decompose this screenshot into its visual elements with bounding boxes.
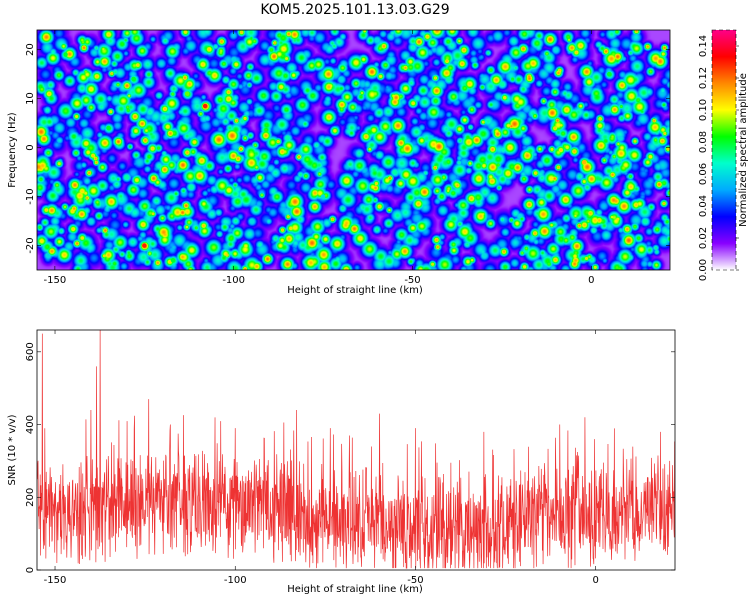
- heatmap-hotspot: [249, 218, 254, 224]
- heatmap-y-ticks: -20 -10 0 10 20: [25, 43, 670, 254]
- heatmap-x-label: Height of straight line (km): [287, 285, 423, 296]
- heatmap-hotspot: [320, 194, 326, 199]
- heatmap-hotspot: [642, 218, 648, 224]
- heatmap-hotspot: [106, 125, 111, 131]
- heatmap-hotspot: [338, 76, 344, 82]
- snr-x-label: Height of straight line (km): [287, 584, 423, 595]
- heatmap-hotspot: [88, 218, 93, 224]
- heatmap-hotspot: [499, 81, 505, 87]
- heatmap-hotspot: [617, 135, 623, 140]
- chart-title: KOM5.2025.101.13.03.G29: [260, 2, 449, 18]
- y-tick-label: 0: [25, 567, 36, 573]
- x-tick-label: 0: [593, 575, 599, 586]
- heatmap-hotspot: [607, 71, 612, 77]
- heatmap-hotspot: [131, 76, 136, 82]
- snr-series-line: [37, 330, 675, 569]
- x-tick-label: -100: [222, 275, 245, 286]
- colorbar: 0.00 0.02 0.04 0.06 0.08 0.10 0.12 0.14 Normali…: [698, 29, 749, 281]
- colorbar-tick-label: 0.12: [698, 67, 709, 89]
- heatmap-hotspot: [446, 76, 451, 82]
- heatmap-hotspot: [202, 103, 208, 109]
- colorbar-tick-label: 0.04: [698, 195, 709, 217]
- x-tick-label: -150: [44, 575, 67, 586]
- y-tick-label: -10: [25, 188, 36, 204]
- heatmap-hotspot: [581, 160, 587, 165]
- colorbar-tick-label: 0.10: [698, 99, 709, 121]
- heatmap-hotspot: [553, 47, 558, 52]
- heatmap-hotspot: [392, 169, 397, 175]
- heatmap-hotspot: [170, 258, 176, 263]
- colorbar-ticks: 0.00 0.02 0.04 0.06 0.08 0.10 0.12 0.14: [698, 35, 739, 281]
- colorbar-label: Normalized spectral amplitude: [738, 73, 749, 227]
- snr-y-ticks: 0 200 400 600: [25, 342, 675, 573]
- y-tick-label: 400: [25, 415, 36, 434]
- colorbar-tick-label: 0.08: [698, 131, 709, 153]
- snr-panel: -150 -100 -50 0 0 200 400 600 Height of straig…: [7, 329, 676, 595]
- heatmap-hotspot: [517, 213, 522, 219]
- colorbar-tick-label: 0.06: [698, 163, 709, 185]
- x-tick-label: -100: [224, 575, 247, 586]
- colorbar-gradient: [712, 30, 736, 270]
- colorbar-tick-label: 0.00: [698, 259, 709, 281]
- colorbar-tick-label: 0.02: [698, 227, 709, 249]
- snr-y-label: SNR (10 * v/v): [7, 414, 18, 485]
- heatmap-hotspot: [374, 37, 379, 42]
- y-tick-label: 200: [25, 488, 36, 507]
- x-tick-label: -50: [407, 575, 423, 586]
- heatmap-x-ticks: -150 -100 -50 0: [44, 30, 595, 286]
- heatmap-hotspot: [185, 91, 190, 96]
- heatmap-image: [37, 30, 670, 270]
- snr-x-ticks: -150 -100 -50 0: [44, 330, 599, 586]
- y-tick-label: 0: [25, 144, 36, 150]
- y-tick-label: -20: [25, 237, 36, 253]
- heatmap-hotspot: [231, 57, 236, 62]
- x-tick-label: -150: [44, 275, 67, 286]
- heatmap-hotspot: [45, 253, 50, 258]
- heatmap-hotspot: [481, 253, 487, 258]
- x-tick-label: 0: [588, 275, 594, 286]
- y-tick-label: 600: [25, 342, 36, 361]
- heatmap-hotspot: [428, 135, 433, 140]
- y-tick-label: 10: [25, 92, 36, 105]
- colorbar-frame: [711, 29, 737, 271]
- heatmap-hotspot: [124, 174, 129, 180]
- y-tick-label: 20: [25, 43, 36, 56]
- heatmap-hotspot: [63, 52, 68, 57]
- colorbar-tick-label: 0.14: [698, 35, 709, 57]
- snr-frame: [36, 329, 676, 571]
- heatmap-hotspot: [188, 184, 193, 189]
- x-tick-label: -50: [404, 275, 420, 286]
- heatmap-hotspots: [45, 37, 648, 263]
- heatmap-frame: [36, 29, 671, 271]
- heatmap-hotspot: [285, 135, 290, 140]
- heatmap-hotspot: [142, 243, 147, 248]
- heatmap-y-label: Frequency (Hz): [7, 112, 18, 188]
